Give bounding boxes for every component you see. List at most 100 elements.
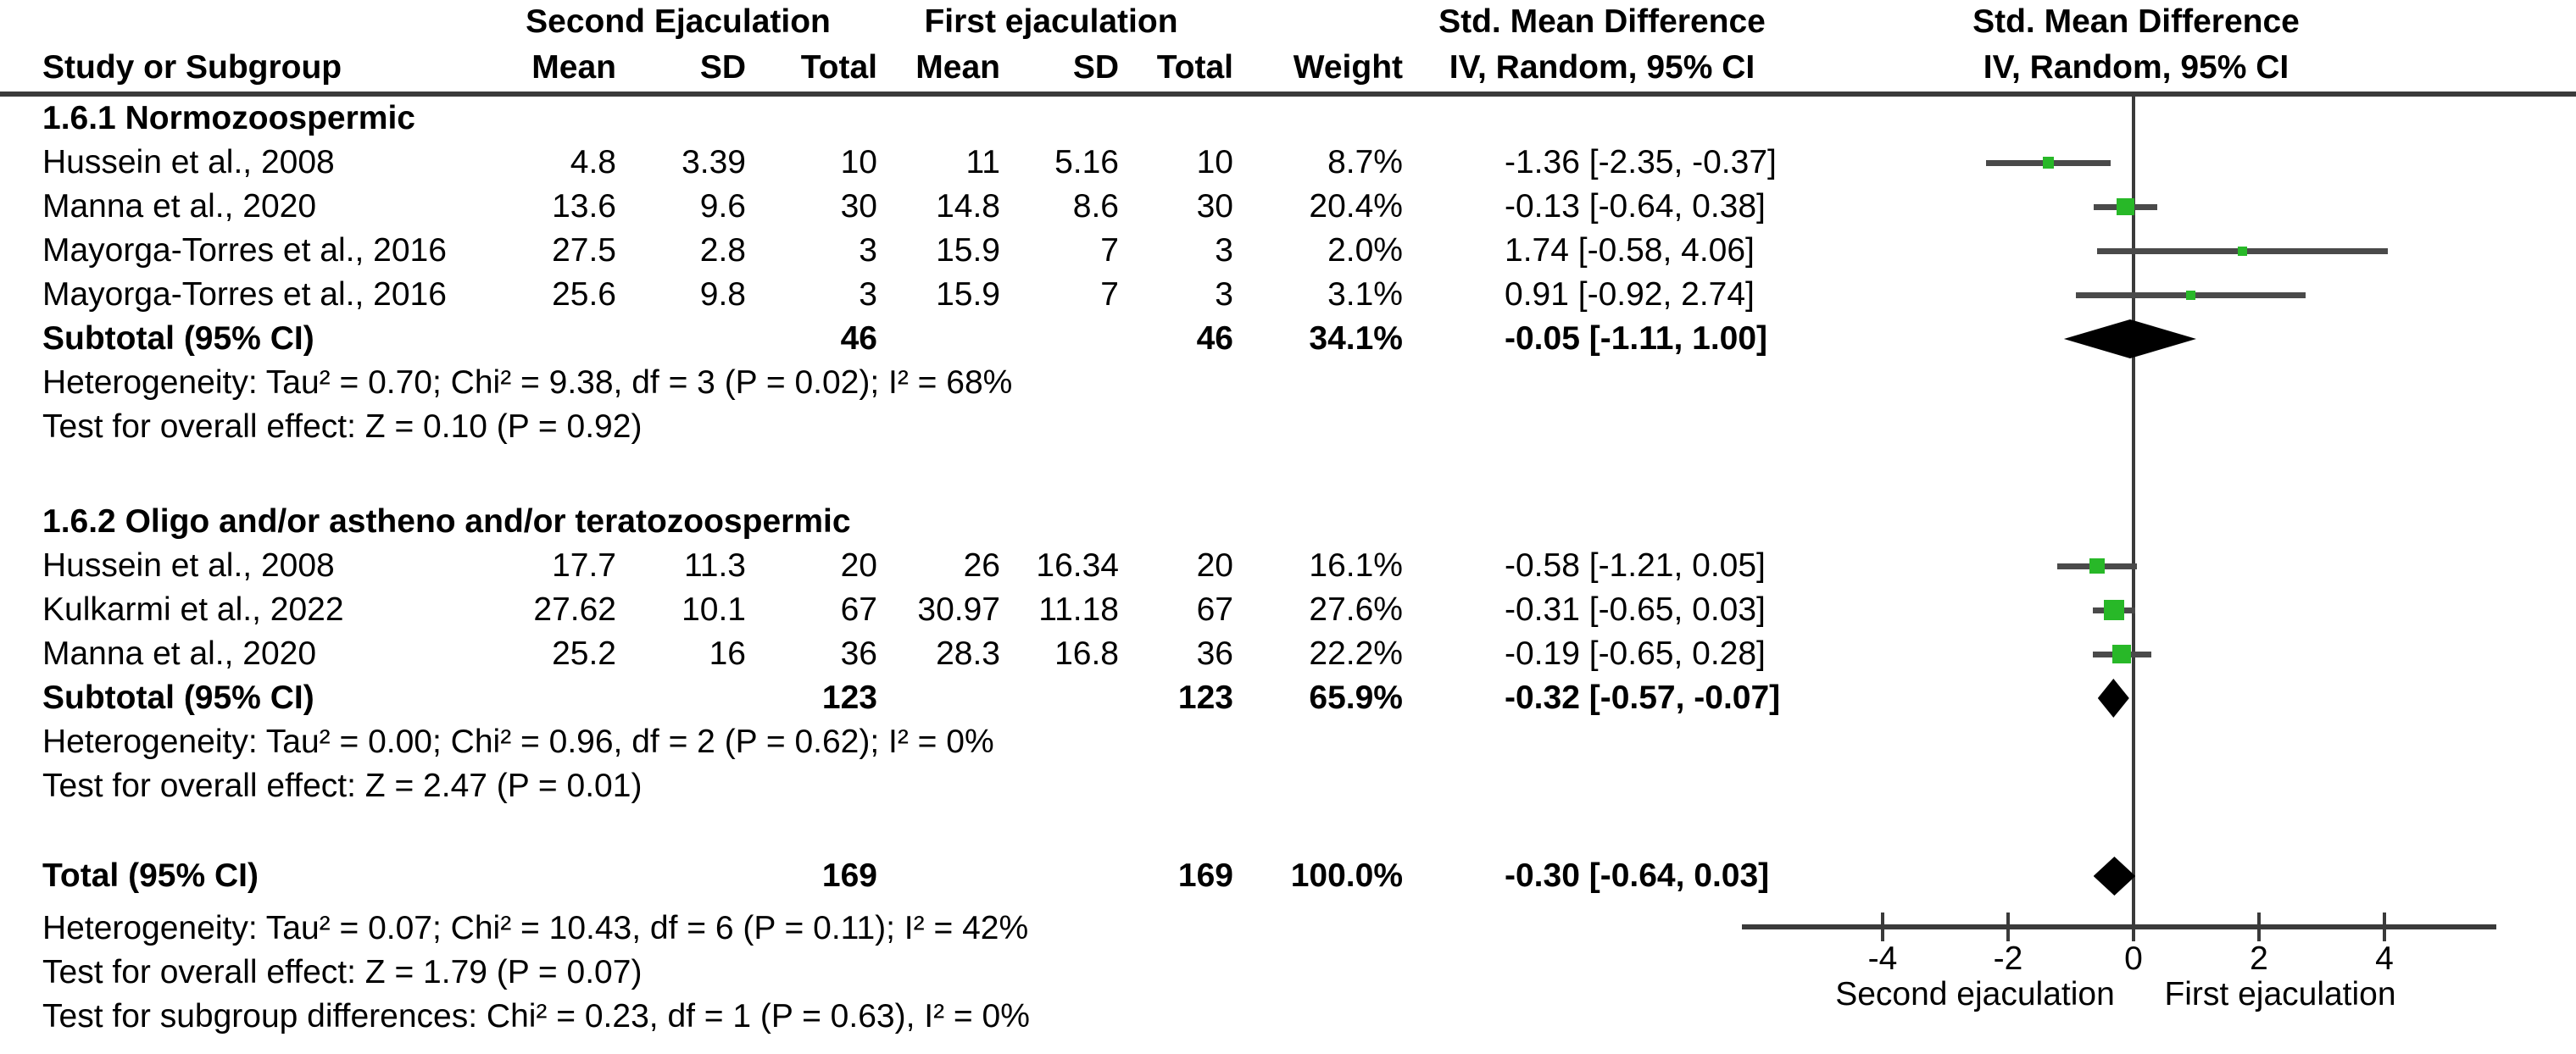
- weight-value: 3.1%: [1327, 276, 1403, 313]
- ci-text: -0.31 [-0.65, 0.03]: [1505, 591, 1766, 628]
- subtotal-diamond: [2097, 679, 2129, 718]
- subtotal-row: Subtotal (95% CI) 46 46 34.1% -0.05 [-1.11, …: [0, 317, 1835, 361]
- mean1-value: 25.6: [552, 276, 616, 313]
- weight-value: 27.6%: [1309, 591, 1403, 628]
- effect-square: [2104, 600, 2124, 620]
- total1-value: 3: [859, 276, 877, 313]
- ci-text: 1.74 [-0.58, 4.06]: [1505, 232, 1755, 269]
- study-name: Hussein et al., 2008: [42, 547, 335, 584]
- total2-value: 3: [1215, 276, 1233, 313]
- effect-square: [2089, 558, 2106, 574]
- total2-value: 20: [1196, 547, 1233, 584]
- study-row: Mayorga-Torres et al., 2016 25.6 9.8 3 15.9 7…: [0, 273, 1835, 317]
- total2-value: 10: [1196, 144, 1233, 180]
- stat-text: Heterogeneity: Tau² = 0.70; Chi² = 9.38,…: [42, 364, 1013, 401]
- stat-text: Test for overall effect: Z = 1.79 (P = 0…: [42, 954, 643, 990]
- group1-header: Second Ejaculation: [526, 3, 831, 40]
- stat-line: Test for subgroup differences: Chi² = 0.…: [0, 995, 1835, 1039]
- mean2-value: 26: [963, 547, 1000, 584]
- subtotal-diamond: [2063, 319, 2196, 358]
- col-model: IV, Random, 95% CI: [1449, 49, 1755, 86]
- row-label: 1.6.1 Normozoospermic: [42, 100, 415, 136]
- study-row: Kulkarmi et al., 2022 27.62 10.1 67 30.97 11.…: [0, 588, 1835, 632]
- study-row: Hussein et al., 2008 17.7 11.3 20 26 16.34 20 1…: [0, 544, 1835, 588]
- mean1-value: 27.62: [533, 591, 616, 628]
- sd1-value: 9.6: [699, 188, 746, 225]
- total1-value: 30: [840, 188, 877, 225]
- study-name: Mayorga-Torres et al., 2016: [42, 276, 447, 313]
- col-sd2: SD: [1072, 49, 1119, 86]
- total1-value: 36: [840, 635, 877, 672]
- study-name: Kulkarmi et al., 2022: [42, 591, 344, 628]
- stat-line: Test for overall effect: Z = 2.47 (P = 0…: [0, 764, 1835, 808]
- mean1-value: 25.2: [552, 635, 616, 672]
- total1-value: 3: [859, 232, 877, 269]
- col-mean2: Mean: [915, 49, 1000, 86]
- total1-value: 67: [840, 591, 877, 628]
- effect-square: [2185, 290, 2195, 300]
- mean2-value: 30.97: [917, 591, 1000, 628]
- axis-tick: [1881, 913, 1884, 941]
- stat-text: Test for overall effect: Z = 2.47 (P = 0…: [42, 768, 643, 804]
- weight-value: 100.0%: [1290, 857, 1403, 894]
- axis-tick: [2006, 913, 2010, 941]
- sd2-value: 7: [1100, 276, 1119, 313]
- axis-tick-label: 4: [2375, 940, 2394, 977]
- total2-value: 169: [1177, 857, 1233, 894]
- stat-text: Test for subgroup differences: Chi² = 0.…: [42, 998, 1030, 1035]
- effect-column-title: Std. Mean Difference: [1438, 3, 1766, 40]
- row-label: 1.6.2 Oligo and/or astheno and/or terato…: [42, 503, 851, 540]
- sd2-value: 7: [1100, 232, 1119, 269]
- axis-tick: [2383, 913, 2386, 941]
- axis-tick-label: -2: [1993, 940, 2023, 977]
- sd1-value: 16: [709, 635, 746, 672]
- study-row: Manna et al., 2020 13.6 9.6 30 14.8 8.6 30 20.4…: [0, 185, 1835, 229]
- total2-value: 3: [1215, 232, 1233, 269]
- mean1-value: 17.7: [552, 547, 616, 584]
- ci-text: 0.91 [-0.92, 2.74]: [1505, 276, 1755, 313]
- weight-value: 16.1%: [1309, 547, 1403, 584]
- weight-value: 22.2%: [1309, 635, 1403, 672]
- sd2-value: 5.16: [1054, 144, 1119, 180]
- ci-text: -0.32 [-0.57, -0.07]: [1505, 680, 1781, 716]
- ci-text: -0.05 [-1.11, 1.00]: [1505, 320, 1768, 357]
- axis-caption-left: Second ejaculation: [1835, 976, 2115, 1012]
- plot-title: Std. Mean Difference: [1972, 3, 2300, 40]
- axis-tick-label: -4: [1867, 940, 1898, 977]
- effect-square: [2117, 197, 2134, 216]
- axis-tick-label: 2: [2250, 940, 2268, 977]
- mean1-value: 13.6: [552, 188, 616, 225]
- total1-value: 169: [821, 857, 877, 894]
- stat-text: Heterogeneity: Tau² = 0.00; Chi² = 0.96,…: [42, 724, 994, 760]
- weight-value: 34.1%: [1309, 320, 1403, 357]
- mean2-value: 15.9: [936, 232, 1000, 269]
- sd2-value: 11.18: [1038, 591, 1119, 628]
- effect-square: [2042, 157, 2054, 169]
- header-rule: [0, 92, 2576, 97]
- total2-value: 46: [1196, 320, 1233, 357]
- col-sd1: SD: [699, 49, 746, 86]
- sd2-value: 8.6: [1072, 188, 1119, 225]
- row-label: Subtotal (95% CI): [42, 680, 314, 716]
- study-row: Hussein et al., 2008 4.8 3.39 10 11 5.16 10 8.7…: [0, 141, 1835, 185]
- stat-line: Heterogeneity: Tau² = 0.07; Chi² = 10.43…: [0, 907, 1835, 951]
- sd1-value: 9.8: [699, 276, 746, 313]
- ci-text: -0.19 [-0.65, 0.28]: [1505, 635, 1766, 672]
- study-row: Mayorga-Torres et al., 2016 27.5 2.8 3 15.9 7…: [0, 229, 1835, 273]
- effect-square: [2238, 246, 2248, 256]
- stat-line: Test for overall effect: Z = 1.79 (P = 0…: [0, 951, 1835, 995]
- ci-text: -1.36 [-2.35, -0.37]: [1505, 144, 1777, 180]
- section-row: 1.6.2 Oligo and/or astheno and/or terato…: [0, 500, 1835, 544]
- row-label: Subtotal (95% CI): [42, 320, 314, 357]
- stat-line: Test for overall effect: Z = 0.10 (P = 0…: [0, 405, 1835, 449]
- total1-value: 123: [821, 680, 877, 716]
- total-diamond: [2093, 857, 2136, 896]
- stat-line: Heterogeneity: Tau² = 0.70; Chi² = 9.38,…: [0, 361, 1835, 405]
- sd1-value: 3.39: [682, 144, 746, 180]
- stat-text: Test for overall effect: Z = 0.10 (P = 0…: [42, 408, 643, 445]
- study-name: Mayorga-Torres et al., 2016: [42, 232, 447, 269]
- study-name: Hussein et al., 2008: [42, 144, 335, 180]
- axis-tick: [2132, 913, 2135, 941]
- ci-text: -0.30 [-0.64, 0.03]: [1505, 857, 1770, 894]
